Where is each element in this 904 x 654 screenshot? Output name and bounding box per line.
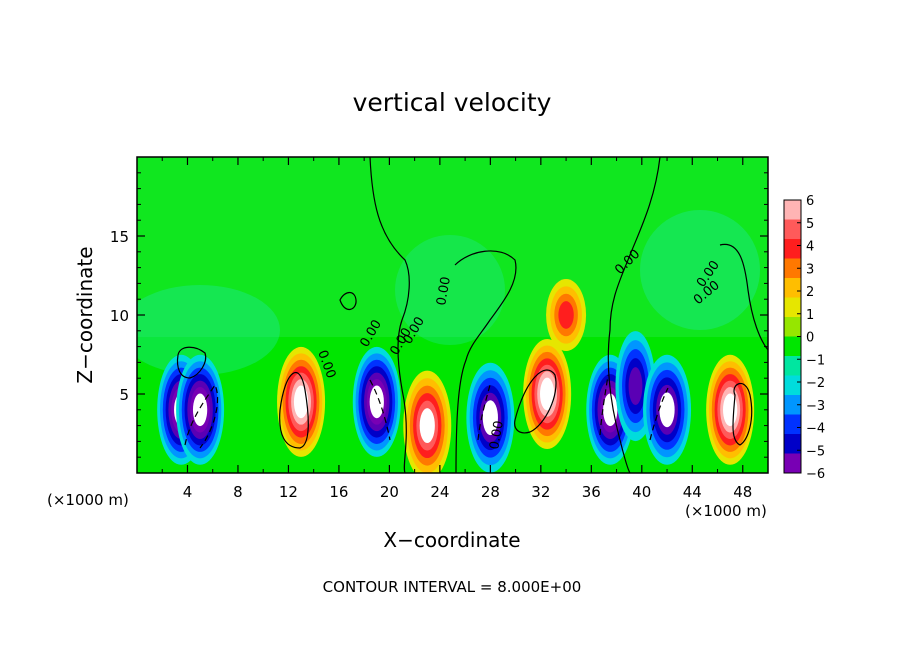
neg-contour-5: [649, 387, 669, 441]
x-tick-label: 16: [329, 483, 348, 501]
colorbar-swatch: [784, 356, 801, 376]
colorbar-swatch: [784, 317, 801, 337]
upper-shading: [137, 157, 768, 337]
velocity-cell-ring: [293, 385, 309, 419]
velocity-cell-ring: [540, 377, 555, 411]
zero-contour-4: [719, 243, 768, 351]
colorbar-swatch: [784, 414, 801, 435]
colorbar-label: 2: [806, 285, 814, 300]
x-tick-label: 36: [582, 483, 601, 501]
colorbar-swatch: [784, 395, 801, 415]
colorbar-label: 3: [806, 262, 814, 277]
y-tick-label: 5: [119, 386, 129, 404]
velocity-cell-ring: [659, 392, 675, 428]
cyan-haze-left: [137, 285, 280, 375]
colorbar-label: −1: [806, 353, 825, 368]
colorbar-swatch: [784, 434, 801, 454]
colorbar-swatch: [784, 336, 801, 357]
colorbar-label: −6: [806, 467, 825, 482]
colorbar-swatch: [784, 239, 801, 259]
neg-contour-2: [369, 379, 391, 441]
zero-contour-7: [732, 382, 753, 446]
colorbar-label: 4: [806, 240, 814, 255]
zero-contour-1: [369, 157, 410, 473]
x-tick-label: 32: [531, 483, 550, 501]
x-unit-right: (×1000 m): [685, 502, 767, 520]
chart-title: vertical velocity: [353, 88, 552, 117]
velocity-cell: [706, 354, 755, 465]
neg-contour-1: [184, 383, 219, 449]
colorbar-label: 0: [806, 331, 814, 346]
colorbar-label: −3: [806, 399, 825, 414]
neg-contour-4: [599, 374, 609, 436]
x-tick-label: 4: [183, 483, 193, 501]
x-tick-label: 20: [380, 483, 399, 501]
colorbar-swatch: [784, 278, 801, 298]
x-unit-left: (×1000 m): [47, 491, 129, 509]
zero-contour-3: [454, 250, 517, 473]
colorbar-label: 1: [806, 308, 814, 323]
y-tick-label: 15: [110, 228, 129, 246]
x-axis: 4 8 12 16 20 24 28 32 36 40 44 48: [161, 157, 752, 501]
zero-contour-5: [176, 346, 207, 379]
x-tick-label: 48: [733, 483, 752, 501]
velocity-cell-ring: [628, 367, 643, 406]
velocity-cell-ring: [482, 400, 498, 436]
zero-contour-6: [339, 291, 357, 310]
velocity-cell-ring: [192, 393, 208, 427]
velocity-cell: [643, 354, 692, 465]
cyan-haze-right: [640, 210, 760, 330]
contour-label: 0.00: [434, 276, 454, 307]
cyan-haze-mid: [395, 235, 505, 345]
colorbar-label: 6: [806, 194, 814, 209]
colorbar: 6 5 4 3 2 1 0 −1 −2 −3 −4 −5 −6: [783, 194, 825, 482]
velocity-cell: [176, 354, 225, 465]
zero-contour-2: [607, 157, 661, 473]
colorbar-label: −5: [806, 444, 825, 459]
velocity-cells: [157, 279, 755, 473]
velocity-cell-ring: [558, 301, 574, 329]
velocity-cell: [352, 346, 401, 457]
y-tick-label: 10: [110, 307, 129, 325]
velocity-cell: [403, 370, 452, 473]
contour-label: 0.00: [487, 420, 507, 451]
x-tick-label: 28: [481, 483, 500, 501]
x-tick-label: 44: [683, 483, 702, 501]
colorbar-label: −2: [806, 376, 825, 391]
contour-lines: [176, 157, 768, 473]
colorbar-swatch: [784, 219, 801, 240]
footer-text: CONTOUR INTERVAL = 8.000E+00: [323, 578, 582, 596]
colorbar-swatch: [784, 453, 801, 474]
colorbar-label: 5: [806, 217, 814, 232]
colorbar-label: −4: [806, 422, 825, 437]
velocity-cell-ring: [419, 408, 435, 444]
colorbar-swatch: [784, 297, 801, 318]
velocity-cell: [546, 279, 587, 351]
colorbar-swatch: [784, 258, 801, 279]
velocity-cell-ring: [603, 393, 618, 427]
velocity-cell-ring: [369, 385, 384, 419]
x-tick-label: 24: [430, 483, 449, 501]
neg-contour-3: [477, 384, 491, 441]
y-axis: 5 10 15: [110, 172, 768, 458]
plot-area: 0.00 0.00 0.00 0.00 0.00 0.00 0.00 0.00 …: [137, 157, 768, 473]
y-axis-label: Z−coordinate: [73, 246, 97, 383]
x-axis-label: X−coordinate: [383, 528, 520, 552]
zero-contour-9: [514, 369, 557, 434]
x-tick-label: 12: [279, 483, 298, 501]
x-tick-label: 8: [233, 483, 243, 501]
colorbar-swatch: [784, 200, 801, 220]
velocity-cell: [523, 339, 572, 449]
velocity-cell: [586, 354, 635, 465]
velocity-cell: [466, 362, 515, 473]
x-tick-label: 40: [632, 483, 651, 501]
colorbar-swatch: [784, 375, 801, 396]
zero-contour-8: [279, 371, 309, 449]
